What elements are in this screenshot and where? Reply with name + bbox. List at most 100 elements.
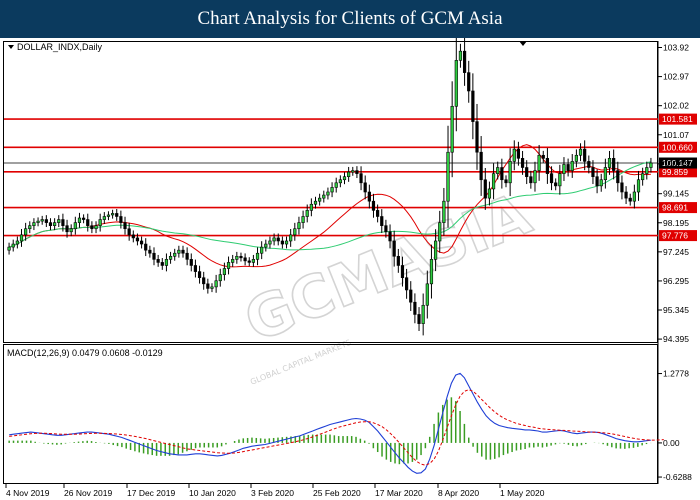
candlestick <box>599 173 603 192</box>
candle-body <box>65 225 69 233</box>
candlestick <box>19 228 24 247</box>
candle-body <box>508 161 512 184</box>
candlestick <box>429 244 434 299</box>
candlestick <box>578 143 583 162</box>
level-label: 100.660 <box>662 142 693 152</box>
candle-body <box>645 167 649 174</box>
candle-body <box>446 151 450 202</box>
candlestick <box>363 175 367 200</box>
candle-body <box>599 179 603 187</box>
candlestick <box>500 158 504 189</box>
candlestick <box>24 222 28 241</box>
candlestick <box>235 251 239 264</box>
candle-body <box>44 219 48 223</box>
candlestick <box>11 239 15 252</box>
candlestick <box>496 161 500 180</box>
time-tick-label: 8 Apr 2020 <box>438 488 479 498</box>
candle-body <box>438 222 442 242</box>
candle-body <box>425 283 429 306</box>
candle-body <box>144 243 148 251</box>
candle-body <box>313 200 318 205</box>
candlestick <box>86 213 90 232</box>
candlestick <box>520 150 525 175</box>
candle-body <box>61 219 65 226</box>
candlestick <box>268 236 272 249</box>
candlestick <box>77 212 82 228</box>
candlestick <box>160 258 164 270</box>
candlestick <box>396 248 400 273</box>
candle-body <box>40 219 44 222</box>
candle-body <box>616 170 620 184</box>
candlestick <box>442 187 446 236</box>
candlestick <box>177 245 181 258</box>
macd-indicator <box>8 372 664 474</box>
candlestick <box>591 160 595 185</box>
candle-body <box>197 271 202 279</box>
candle-body <box>53 222 57 226</box>
candle-body <box>127 228 131 236</box>
level-tag <box>659 230 697 242</box>
candlestick <box>301 210 305 229</box>
candle-body <box>549 173 554 184</box>
candlestick <box>73 216 77 235</box>
candlestick <box>36 217 40 227</box>
candlestick <box>471 73 475 140</box>
candlestick <box>616 161 620 192</box>
candlestick <box>48 218 53 231</box>
axis-labels: 103.92 102.97 102.02 101.07 100.12 99.145 98.1… <box>5 43 692 498</box>
candle-body <box>351 170 355 173</box>
level-tag <box>659 141 697 153</box>
candlestick <box>197 265 202 284</box>
moving-average-line <box>8 161 651 251</box>
candle-body <box>458 50 463 61</box>
candle-body <box>405 277 409 291</box>
moving-averages <box>8 144 651 268</box>
candle-body <box>210 286 214 289</box>
candle-body <box>636 179 641 193</box>
price-tick-label: 97.245 <box>663 247 689 257</box>
candle-body <box>82 217 86 220</box>
macd-tick-label: 0.00 <box>663 438 680 448</box>
candlestick <box>541 150 545 163</box>
candlestick <box>417 307 421 331</box>
candlestick <box>347 166 351 182</box>
level-tag <box>659 113 697 125</box>
candlestick <box>595 169 599 194</box>
candle-body <box>363 182 367 193</box>
candle-body <box>620 182 624 193</box>
candlestick <box>202 271 206 290</box>
current-price-label: 100.147 <box>662 158 693 168</box>
candlestick <box>376 204 380 223</box>
candlestick <box>367 184 371 209</box>
candlestick <box>90 221 94 234</box>
time-tick-label: 17 Mar 2020 <box>375 488 423 498</box>
candlestick <box>61 213 65 232</box>
candle-body <box>139 240 144 245</box>
candle-body <box>218 274 222 282</box>
price-tick-label: 100.12 <box>663 159 689 169</box>
candle-body <box>591 167 595 177</box>
candlestick <box>57 215 61 228</box>
candle-body <box>467 72 471 92</box>
candlestick <box>181 245 185 258</box>
candle-body <box>15 240 19 245</box>
candlestick <box>566 158 570 177</box>
price-tick-label: 96.295 <box>663 276 689 286</box>
candlestick <box>280 236 284 249</box>
candlestick <box>322 190 326 203</box>
candle-body <box>231 259 235 263</box>
chart-area: GCMASIA GLOBAL CAPITAL MARKETS 101.58110… <box>0 38 700 500</box>
symbol-dropdown-icon[interactable] <box>8 45 14 49</box>
candlestick <box>218 268 222 287</box>
price-tick-label: 94.395 <box>663 334 689 344</box>
candle-body <box>202 277 206 285</box>
candle-body <box>487 188 492 199</box>
candle-body <box>566 164 570 171</box>
candle-body <box>479 151 483 181</box>
time-tick-label: 26 Nov 2019 <box>64 488 112 498</box>
candlestick <box>632 184 636 209</box>
candle-body <box>380 216 384 226</box>
candlestick <box>433 229 438 272</box>
candle-body <box>533 170 537 184</box>
candle-body <box>421 304 425 324</box>
